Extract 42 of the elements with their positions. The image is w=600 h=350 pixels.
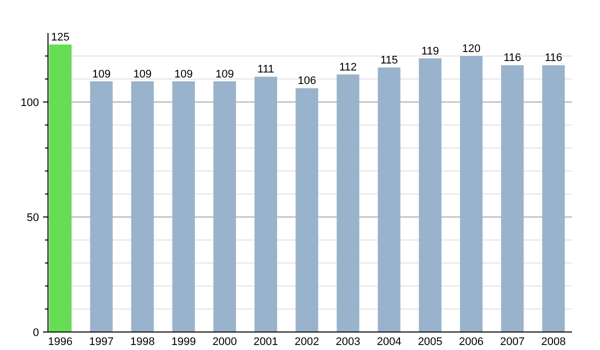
- x-tick-label: 1999: [171, 336, 196, 348]
- data-label: 109: [216, 68, 234, 80]
- bar: [254, 76, 278, 332]
- bar: [378, 68, 400, 332]
- bar: [501, 65, 524, 332]
- bar: [90, 81, 113, 332]
- x-tick-label: 1996: [48, 336, 73, 348]
- y-tick-label: 50: [26, 212, 39, 224]
- data-label: 109: [92, 68, 111, 80]
- data-label: 120: [462, 43, 480, 55]
- bar: [131, 81, 154, 332]
- bar: [213, 81, 236, 332]
- x-tick-label: 2007: [500, 336, 525, 348]
- data-label: 119: [421, 45, 439, 58]
- x-tick-label: 2000: [212, 336, 237, 348]
- data-label: 115: [380, 54, 398, 66]
- data-label: 111: [257, 64, 274, 76]
- x-tick-label: 2004: [376, 336, 402, 348]
- x-tick-label: 2003: [336, 336, 360, 348]
- x-tick-label: 2002: [294, 336, 320, 348]
- x-tick-label: 2001: [254, 336, 278, 348]
- data-label: 116: [504, 52, 522, 64]
- x-tick-label: 2006: [459, 336, 484, 348]
- y-tick-label: 100: [20, 96, 39, 109]
- data-label: 106: [298, 75, 316, 88]
- bar: [418, 58, 442, 332]
- x-tick-label: 2008: [541, 336, 566, 348]
- bar: [542, 65, 565, 332]
- bar: [336, 74, 360, 332]
- data-label: 112: [339, 61, 357, 74]
- bar: [49, 44, 72, 332]
- data-label: 109: [174, 68, 193, 80]
- x-tick-label: 1997: [89, 336, 114, 348]
- bar: [172, 81, 195, 332]
- bar: [460, 56, 483, 332]
- data-label: 109: [133, 68, 152, 80]
- x-tick-label: 2005: [418, 336, 442, 348]
- y-tick-label: 0: [32, 326, 39, 339]
- data-label: 116: [544, 52, 562, 64]
- x-tick-label: 1998: [130, 336, 155, 348]
- data-label: 125: [51, 32, 70, 44]
- bar: [296, 88, 318, 332]
